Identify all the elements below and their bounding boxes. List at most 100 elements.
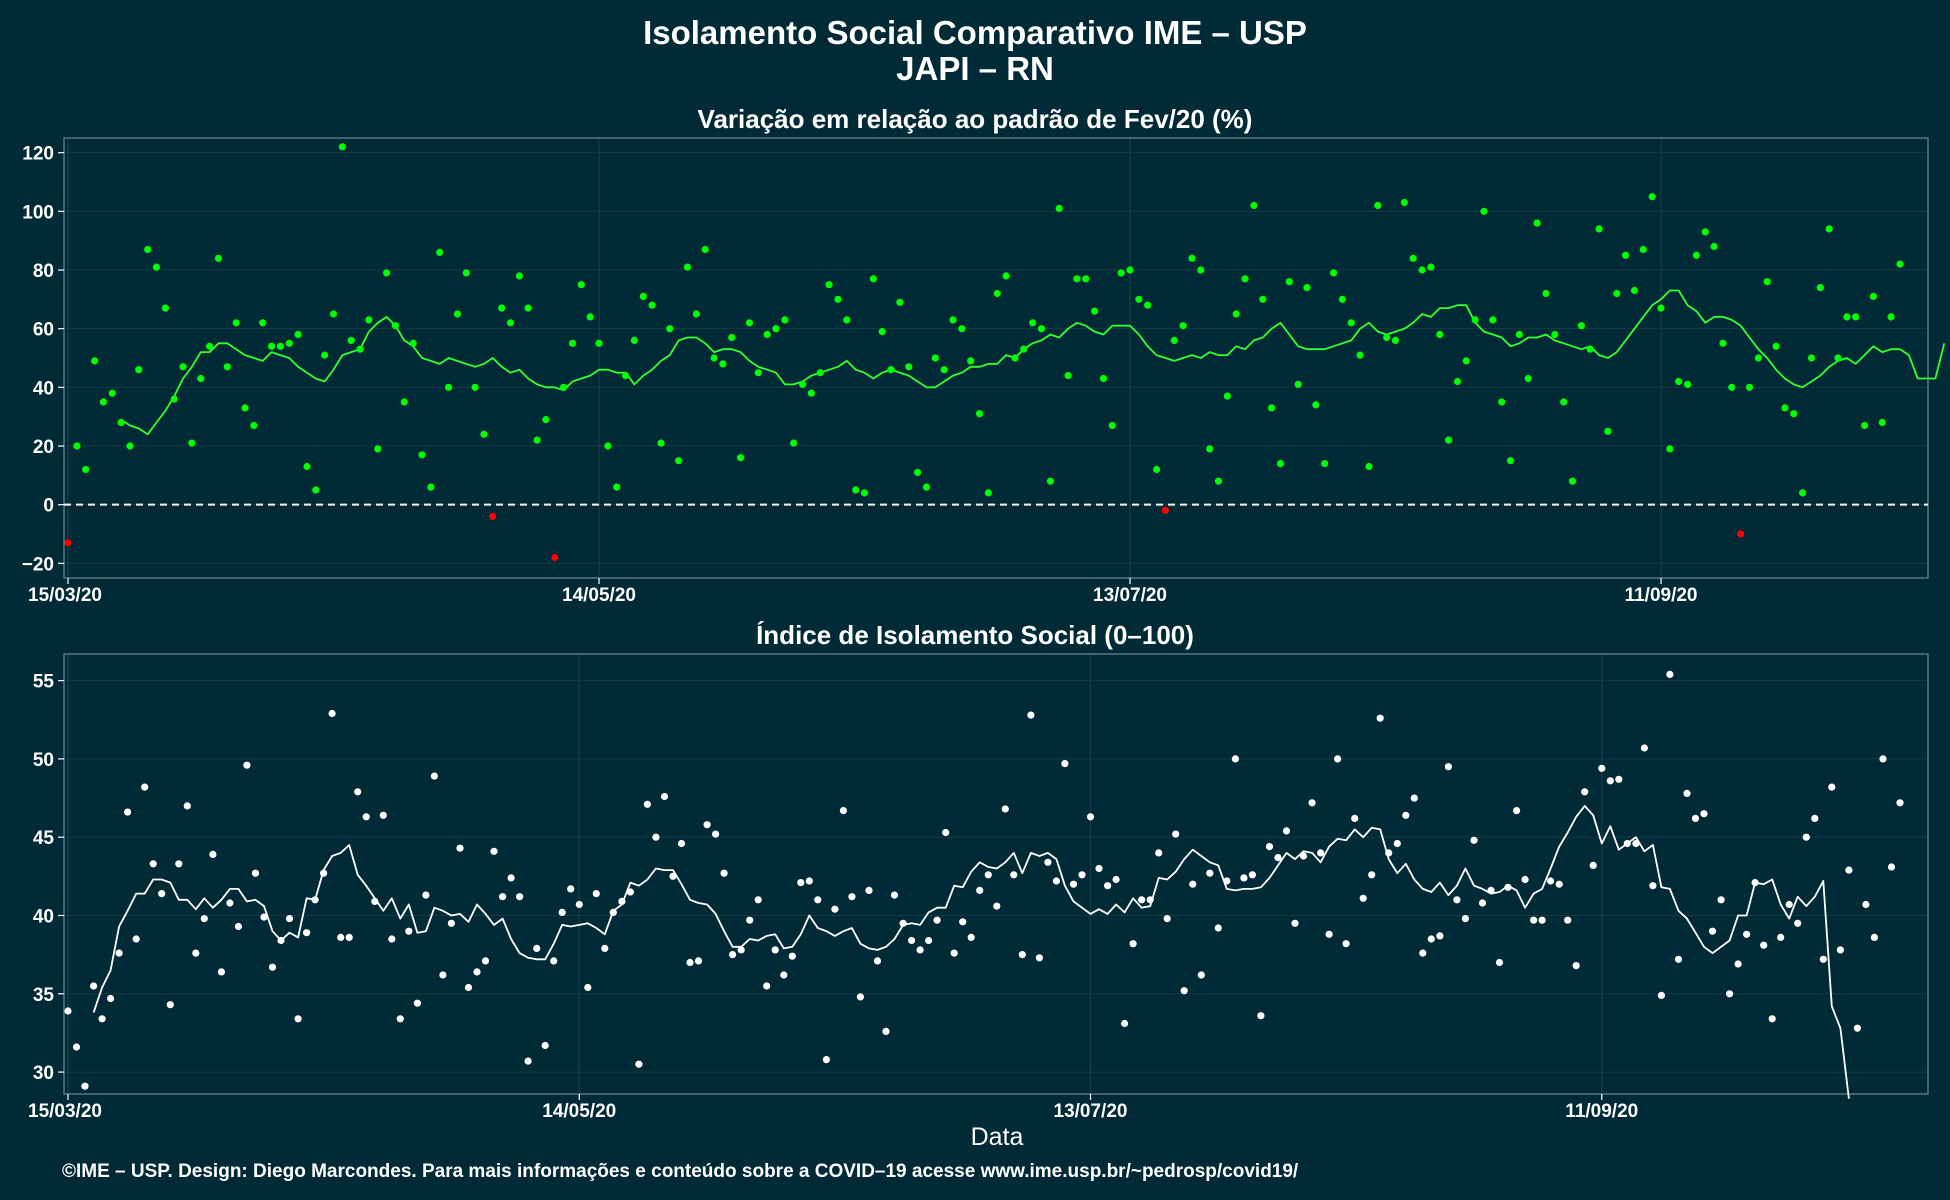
- x-tick-label: 11/09/20: [1565, 1101, 1638, 1122]
- index-point: [1427, 935, 1435, 943]
- x-tick-label: 15/03/20: [28, 585, 102, 606]
- variation-point: [976, 410, 984, 418]
- credit-text: ©IME – USP. Design: Diego Marcondes. Par…: [62, 1161, 1299, 1182]
- variation-point: [1728, 383, 1736, 391]
- index-point: [422, 891, 430, 899]
- index-point: [1104, 882, 1112, 890]
- variation-point: [1692, 251, 1700, 259]
- variation-point: [639, 292, 647, 300]
- variation-point: [1232, 310, 1240, 318]
- variation-point: [135, 366, 143, 374]
- variation-point: [1613, 289, 1621, 298]
- variation-point: [436, 248, 444, 256]
- variation-point: [188, 439, 196, 447]
- variation-point: [1285, 278, 1293, 286]
- index-point: [1010, 871, 1018, 879]
- variation-point: [701, 245, 709, 254]
- index-point: [1862, 900, 1870, 909]
- index-point: [609, 908, 617, 917]
- index-point: [379, 811, 387, 819]
- index-point: [1248, 871, 1256, 879]
- index-point: [294, 1015, 302, 1023]
- variation-point: [869, 275, 878, 283]
- index-point: [1521, 875, 1529, 884]
- variation-point: [1595, 225, 1603, 233]
- variation-point: [1887, 313, 1895, 321]
- variation-point: [675, 457, 683, 465]
- x-tick-label: 11/09/20: [1625, 585, 1698, 606]
- index-point: [371, 897, 379, 906]
- variation-point: [1250, 201, 1258, 210]
- variation-point: [1560, 398, 1568, 406]
- y-tick-label: 80: [33, 261, 54, 282]
- y-tick-label: 50: [33, 750, 54, 771]
- index-point: [1853, 1024, 1861, 1032]
- index-point: [550, 957, 558, 965]
- variation-point: [799, 380, 807, 388]
- variation-point: [551, 553, 559, 562]
- index-point: [1700, 810, 1708, 818]
- index-point: [1376, 714, 1384, 722]
- variation-point: [73, 442, 81, 450]
- variation-point: [914, 468, 922, 476]
- index-point: [115, 949, 123, 957]
- variation-point: [1639, 245, 1647, 254]
- variation-point: [1002, 272, 1010, 280]
- y-tick-label: −20: [22, 554, 54, 575]
- index-point: [967, 933, 975, 942]
- index-point: [575, 900, 583, 909]
- index-point: [413, 999, 421, 1007]
- index-point: [677, 839, 686, 848]
- index-point: [1410, 794, 1418, 802]
- variation-point: [1701, 228, 1709, 236]
- variation-point: [1206, 445, 1214, 453]
- index-point: [805, 877, 813, 885]
- index-point: [1172, 830, 1180, 838]
- variation-point: [622, 372, 630, 380]
- variation-point: [1648, 193, 1656, 201]
- variation-point: [1586, 345, 1594, 353]
- variation-point: [1153, 465, 1161, 474]
- index-point: [1189, 880, 1197, 888]
- variation-point: [1197, 266, 1205, 274]
- variation-point: [1223, 392, 1231, 400]
- index-point: [873, 957, 882, 965]
- variation-point: [1374, 201, 1382, 210]
- variation-point: [860, 489, 869, 497]
- index-point: [464, 983, 473, 992]
- variation-point: [91, 357, 99, 365]
- variation-point: [383, 269, 391, 277]
- variation-point: [1091, 307, 1099, 315]
- index-point: [626, 888, 635, 896]
- variation-point: [170, 395, 178, 403]
- index-point: [320, 869, 328, 877]
- variation-point: [1657, 304, 1665, 312]
- variation-point: [1330, 269, 1338, 277]
- index-point: [754, 896, 762, 904]
- variation-point: [790, 439, 798, 447]
- variation-point: [250, 421, 258, 430]
- variation-point: [1241, 275, 1249, 283]
- index-point: [1214, 924, 1222, 932]
- variation-point: [754, 369, 762, 377]
- variation-point: [285, 339, 293, 347]
- variation-point: [427, 483, 435, 491]
- variation-point: [1046, 477, 1054, 485]
- index-point: [950, 949, 958, 957]
- index-point: [1461, 915, 1469, 923]
- index-point: [209, 850, 217, 859]
- index-point: [524, 1057, 532, 1065]
- variation-point: [347, 336, 355, 344]
- variation-point: [852, 486, 860, 494]
- variation-point: [560, 383, 568, 391]
- index-point: [1768, 1015, 1776, 1023]
- index-point: [260, 913, 268, 921]
- x-tick-label: 14/05/20: [542, 1101, 616, 1122]
- index-point: [1657, 991, 1665, 1000]
- variation-point: [1108, 421, 1116, 430]
- variation-point: [878, 328, 886, 336]
- index-point: [456, 844, 464, 852]
- variation-point: [1303, 284, 1311, 292]
- variation-point: [391, 322, 400, 330]
